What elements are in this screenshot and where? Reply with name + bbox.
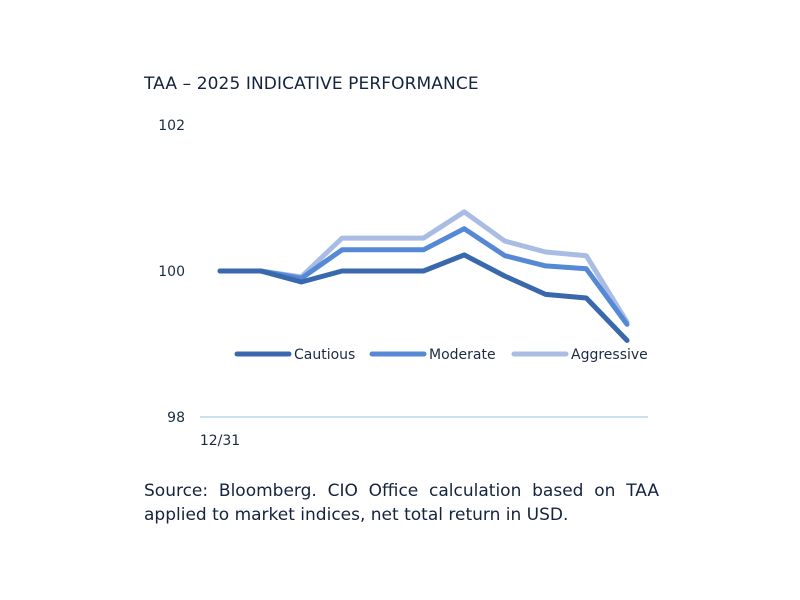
- legend-label-aggressive: Aggressive: [571, 347, 648, 363]
- legend-label-moderate: Moderate: [429, 347, 496, 363]
- series-lines: [217, 209, 630, 343]
- y-axis-ticks: 98 100 102: [158, 118, 185, 426]
- x-axis-ticks: 12/31: [200, 433, 240, 449]
- chart-title: TAA – 2025 INDICATIVE PERFORMANCE: [144, 74, 479, 94]
- y-tick-label-2: 102: [158, 118, 185, 134]
- x-tick-label-0: 12/31: [200, 433, 240, 449]
- legend: Cautious Moderate Aggressive: [234, 347, 648, 363]
- line-chart: 98 100 102 12/31 Cautious Moderate Aggressiv…: [158, 118, 648, 449]
- source-note: Source: Bloomberg. CIO Office calculatio…: [144, 481, 659, 525]
- legend-label-cautious: Cautious: [294, 347, 355, 363]
- series-line-cautious: [217, 252, 630, 343]
- y-tick-label-1: 100: [158, 264, 185, 280]
- y-tick-label-0: 98: [167, 410, 185, 426]
